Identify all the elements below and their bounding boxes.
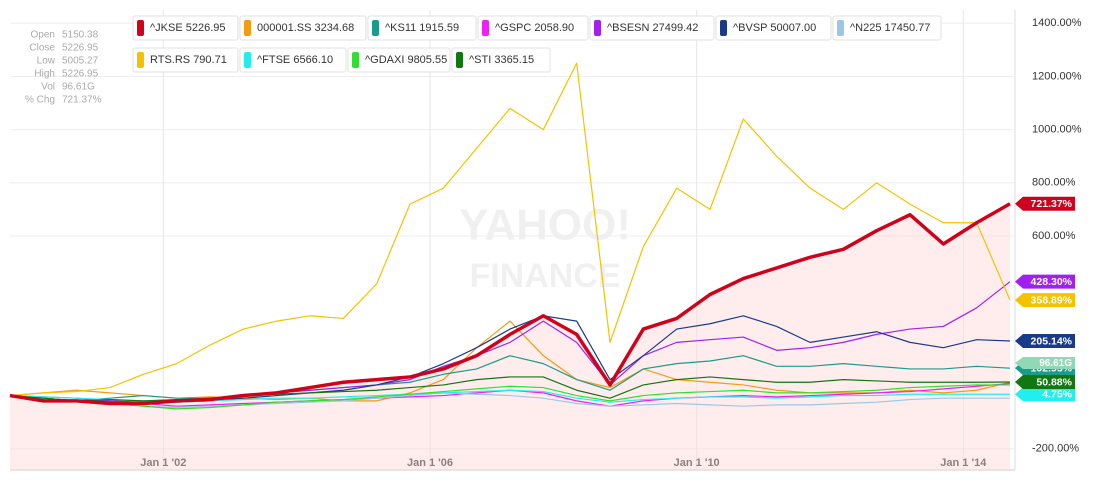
legend-label: RTS.RS 790.71 [150,54,227,66]
end-flag [1015,334,1075,349]
end-flag-label: 358.89% [1031,294,1073,306]
y-tick-label: 800.00% [1032,177,1076,189]
legend-box [477,15,589,41]
y-tick-label: -200.00% [1032,443,1079,455]
info-label: Low [37,56,56,67]
legend-swatch [372,20,379,36]
legend-item: ^BVSP 50007.00 [715,15,832,41]
legend-item: ^STI 3365.15 [451,47,551,73]
legend-box [832,15,942,41]
end-flag [1015,293,1075,308]
x-tick-label: Jan 1 '06 [407,457,453,469]
legend-item: ^FTSE 6566.10 [239,47,347,73]
legend-box [367,15,477,41]
volume-flag-label: 96.61G [1039,358,1072,369]
legend-item: RTS.RS 790.71 [132,47,239,73]
line [9,62,1011,397]
line [9,202,1011,406]
end-flag-label: 205.14% [1031,335,1073,347]
legend-label: ^N225 17450.77 [850,22,930,34]
legend-box [239,47,347,73]
info-value: 5005.27 [62,56,99,67]
end-flag-label: 721.37% [1031,198,1073,210]
info-value: 5226.95 [62,69,99,80]
y-tick-label: 1200.00% [1032,70,1082,82]
line [9,384,1010,410]
info-value: 5150.38 [62,30,99,41]
legend-item: ^KS11 1915.59 [367,15,477,41]
legend-swatch [244,20,251,36]
legend-swatch [482,20,489,36]
legend-swatch [137,52,144,68]
legend-label: ^STI 3365.15 [469,54,534,66]
end-flag-label: 4.75% [1042,389,1072,401]
legend-swatch [137,20,144,36]
legend-item: 000001.SS 3234.68 [239,15,367,41]
legend-swatch [244,52,251,68]
legend-box [239,15,367,41]
legend-swatch [456,52,463,68]
watermark: FINANCE [469,257,620,295]
x-tick-label: Jan 1 '02 [140,457,186,469]
legend-label: ^GDAXI 9805.55 [365,54,447,66]
legend-label: ^FTSE 6566.10 [257,54,333,66]
legend-box [589,15,715,41]
end-flag [1015,274,1075,289]
legend-box [451,47,551,73]
info-label: High [34,69,55,80]
y-tick-label: 1000.00% [1032,124,1082,136]
legend-item: ^GDAXI 9805.55 [347,47,451,73]
legend-item: ^N225 17450.77 [832,15,942,41]
line [9,355,1011,402]
legend-label: ^GSPC 2058.90 [495,22,574,34]
end-flag-label: 428.30% [1031,276,1073,288]
legend-swatch [720,20,727,36]
legend-box [715,15,832,41]
info-value: 5226.95 [62,43,99,54]
watermark: YAHOO! [459,201,631,250]
end-flag [1015,375,1075,390]
end-flag-label: 50.88% [1036,376,1072,388]
y-tick-label: 600.00% [1032,230,1076,242]
end-flag [1015,387,1075,402]
legend-box [132,47,239,73]
legend-label: 000001.SS 3234.68 [257,22,354,34]
legend-box [347,47,451,73]
legend-item: ^GSPC 2058.90 [477,15,589,41]
volume-flag [1015,357,1075,369]
legend-item: ^JKSE 5226.95 [132,15,239,41]
info-label: % Chg [25,95,55,106]
legend-label: ^KS11 1915.59 [385,22,459,34]
legend-label: ^BVSP 50007.00 [733,22,816,34]
legend-label: ^JKSE 5226.95 [150,22,226,34]
legend-swatch [352,52,359,68]
legend-item: ^BSESN 27499.42 [589,15,715,41]
info-label: Open [31,30,55,41]
info-label: Vol [41,82,55,93]
x-tick-label: Jan 1 '10 [674,457,720,469]
y-tick-label: 1400.00% [1032,17,1082,29]
x-tick-label: Jan 1 '14 [940,457,987,469]
legend-swatch [837,20,844,36]
info-value: 96.61G [62,82,95,93]
legend-swatch [594,20,601,36]
info-label: Close [29,43,55,54]
end-flag [1015,196,1075,211]
line [9,392,1010,409]
legend-box [132,15,239,41]
info-value: 721.37% [62,95,102,106]
legend-label: ^BSESN 27499.42 [607,22,698,34]
